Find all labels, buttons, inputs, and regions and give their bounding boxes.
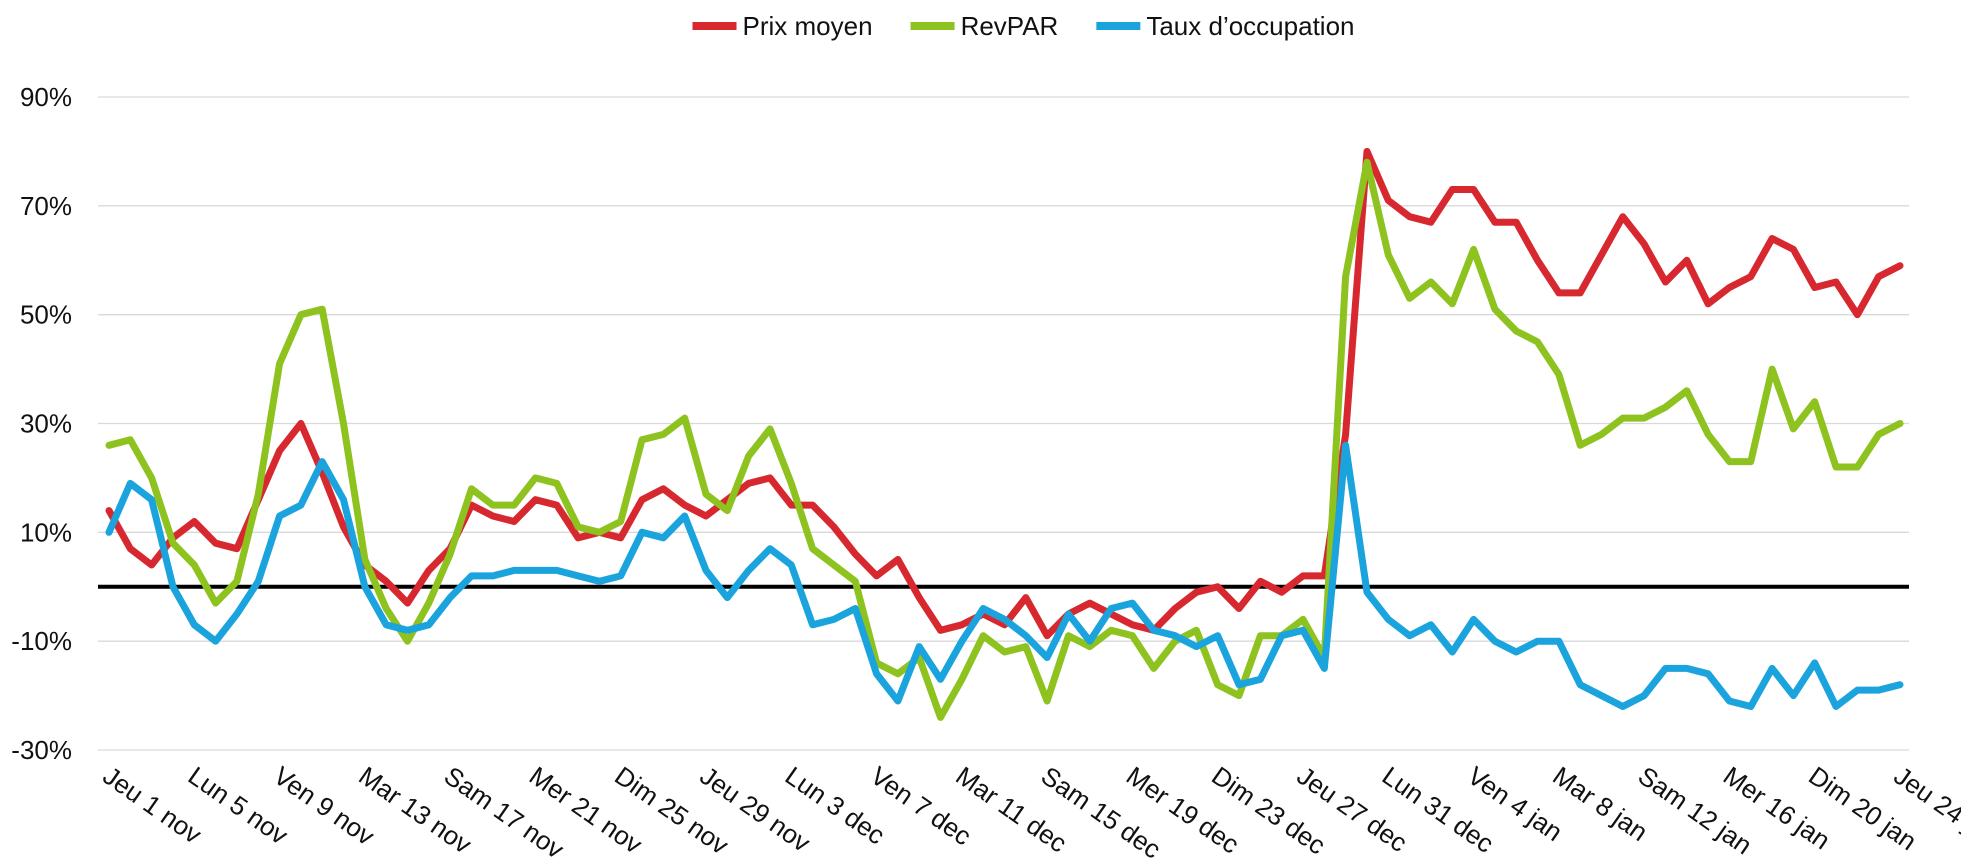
legend-label: Prix moyen (743, 11, 873, 41)
series-line (105, 158, 1904, 721)
series-line (105, 441, 1904, 710)
series-line (105, 147, 1904, 640)
y-tick-label: -10% (11, 626, 72, 656)
y-tick-label: 70% (20, 191, 72, 221)
y-tick-label: 10% (20, 517, 72, 547)
y-tick-label: 30% (20, 409, 72, 439)
y-tick-label: 50% (20, 300, 72, 330)
legend-label: RevPAR (961, 11, 1059, 41)
x-tick-label: Mar 8 jan (1547, 760, 1653, 847)
y-tick-label: 90% (20, 82, 72, 112)
legend-label: Taux d’occupation (1146, 11, 1354, 41)
legend: Prix moyen RevPAR Taux d’occupation (692, 11, 1354, 41)
y-tick-label: -30% (11, 735, 72, 765)
